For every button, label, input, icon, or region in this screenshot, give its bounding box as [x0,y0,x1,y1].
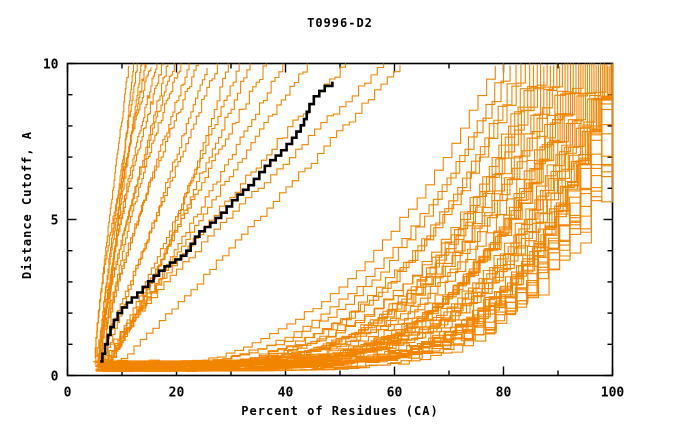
prediction-curve [94,136,614,367]
prediction-curve [97,64,199,361]
prediction-curve [108,65,401,371]
prediction-curve [105,63,522,369]
x-tick-label: 60 [387,386,403,401]
prediction-curve [96,63,190,363]
prediction-curve [94,63,385,362]
prediction-curve [104,64,526,369]
prediction-curve [94,67,152,365]
prediction-curve [99,63,164,367]
prediction-curve [107,63,308,365]
prediction-curve [100,63,595,364]
prediction-curve [97,63,175,359]
prediction-curve [99,63,240,371]
x-tick-label: 0 [64,386,72,401]
prediction-curve [101,67,208,367]
y-tick-label: 10 [43,58,59,73]
prediction-curve [101,63,158,359]
y-tick-label: 5 [51,214,59,229]
highlighted-curve [100,81,334,363]
prediction-curve [105,65,517,371]
page-title: T0996-D2 [307,16,373,30]
y-tick-label: 0 [51,370,59,385]
prediction-curve [102,124,614,368]
x-tick-label: 40 [278,386,294,401]
x-axis-label: Percent of Residues (CA) [241,404,439,418]
y-axis-label: Distance Cutoff, A [20,130,34,280]
x-tick-label: 100 [601,386,625,401]
x-tick-label: 80 [496,386,512,401]
prediction-curve [95,65,609,370]
prediction-curve [106,64,548,366]
prediction-curve [109,63,267,367]
prediction-curve [98,64,147,358]
prediction-curve [99,109,614,372]
prediction-curve [102,66,561,364]
x-tick-label: 20 [169,386,185,401]
